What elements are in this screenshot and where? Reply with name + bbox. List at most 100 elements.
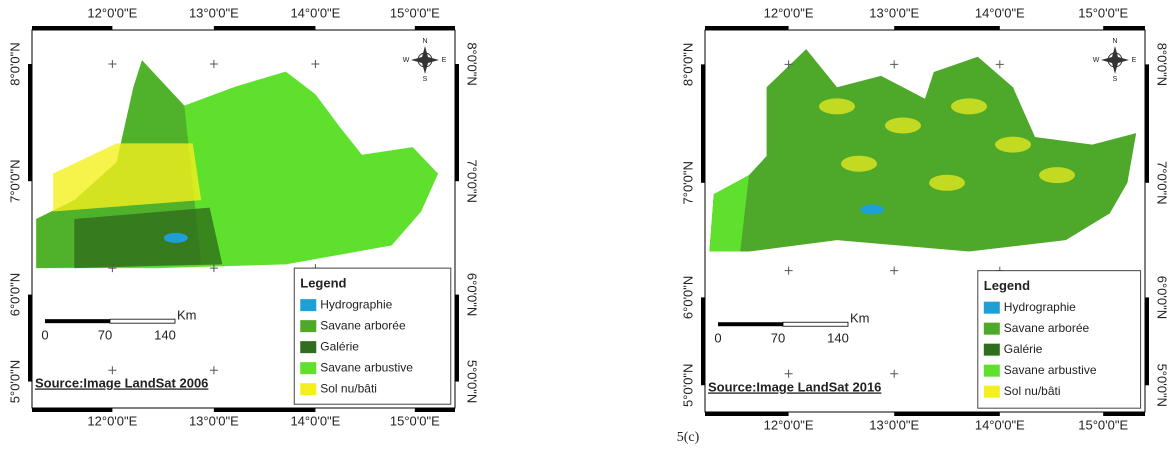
sol-patch [819,98,855,115]
longitude-label: 15°0'0"E [390,413,440,428]
legend-label: Sol nu/bâti [1004,384,1061,398]
longitude-label: 13°0'0"E [869,417,919,432]
longitude-label: 13°0'0"E [189,5,239,20]
border-segment [414,26,455,30]
scale-tick-label: 0 [714,331,721,346]
border-segment [32,408,113,412]
source-label: Source:Image LandSat 2006 [35,375,208,390]
border-segment [28,64,32,182]
scale-tick-label: 140 [827,331,849,346]
latitude-label: 5°0'0"N [465,360,480,403]
graticule-cross [311,60,320,69]
border-segment [1145,64,1149,183]
lake [163,232,188,243]
legend-swatch [300,362,317,375]
compass-rose [411,46,439,74]
latitude-label: 7°0'0"N [465,160,480,203]
compass-n: N [1112,38,1117,45]
map: 12°0'0"E 12°0'0"E 13°0'0"E 13°0'0"E 14°0'0"E… [680,5,1169,432]
compass-ring [417,52,433,68]
scale-unit: Km [177,308,197,323]
legend-label: Savane arborée [1004,321,1090,335]
border-segment [701,297,705,386]
caption: 5(c) [677,430,700,445]
sol-patch [929,174,965,191]
lake [860,204,885,215]
compass-ring [1107,52,1123,68]
legend-swatch [300,320,317,333]
latitude-label: 7°0'0"N [1155,161,1170,204]
graticule-cross [784,369,793,378]
graticule-cross [784,266,793,275]
longitude-label: 13°0'0"E [869,5,919,20]
border-segment [894,412,1000,416]
graticule-cross [209,366,218,375]
latitude-label: 5°0'0"N [680,364,695,407]
arbustive-strip [709,175,749,252]
compass-w: W [1093,57,1100,64]
legend-swatch [983,385,1000,398]
graticule-cross [784,60,793,69]
latitude-label: 8°0'0"N [680,43,695,86]
latitude-label: 7°0'0"N [7,160,22,203]
map: 12°0'0"E 12°0'0"E 13°0'0"E 13°0'0"E 14°0'0"E… [7,5,479,428]
border-segment [705,26,789,30]
scale-tick-label: 70 [98,328,112,343]
border-segment [28,294,32,382]
sol-patch [885,117,921,134]
sol-patch [951,98,987,115]
longitude-label: 15°0'0"E [390,5,440,20]
longitude-label: 15°0'0"E [1078,417,1128,432]
graticule-cross [108,60,117,69]
legend-label: Hydrographie [1004,300,1076,314]
longitude-label: 15°0'0"E [1078,5,1128,20]
scale-bar-white [782,321,849,327]
longitude-label: 14°0'0"E [975,417,1025,432]
border-segment [213,408,316,412]
scale-tick-label: 0 [41,328,48,343]
latitude-label: 6°0'0"N [1155,276,1170,319]
graticule-cross [209,264,218,273]
latitude-label: 8°0'0"N [7,42,22,85]
scale-bar-black [718,322,783,327]
legend-title: Legend [984,278,1030,293]
source-label: Source:Image LandSat 2016 [708,379,881,394]
legend-swatch [300,383,317,396]
longitude-label: 14°0'0"E [975,5,1025,20]
legend-swatch [983,301,1000,314]
legend-swatch [983,364,1000,377]
compass-w: W [403,57,410,64]
compass-e: E [442,57,447,64]
border-segment [1145,297,1149,386]
scale-bar-white [109,318,176,324]
longitude-label: 12°0'0"E [87,413,137,428]
legend-swatch [983,343,1000,356]
legend-label: Savane arbustive [1004,363,1097,377]
border-segment [1103,26,1145,30]
border-segment [1103,412,1145,416]
latitude-label: 6°0'0"N [680,276,695,319]
graticule-cross [890,369,899,378]
graticule-cross [890,60,899,69]
border-segment [894,26,1000,30]
legend-title: Legend [300,276,346,291]
border-segment [213,26,316,30]
sol-patch [841,155,877,172]
longitude-label: 12°0'0"E [764,417,814,432]
legend-label: Galérie [320,339,359,353]
graticule-cross [995,60,1004,69]
compass-n: N [422,38,427,45]
scale-bar-black [45,319,110,324]
legend-box [293,267,452,405]
compass-rose [1101,46,1129,74]
longitude-label: 14°0'0"E [290,5,340,20]
border-segment [701,64,705,183]
latitude-label: 8°0'0"N [1155,43,1170,86]
border-segment [414,408,455,412]
graticule-cross [108,264,117,273]
legend-swatch [983,322,1000,335]
graticule-cross [209,60,218,69]
sol-zone [53,143,202,212]
